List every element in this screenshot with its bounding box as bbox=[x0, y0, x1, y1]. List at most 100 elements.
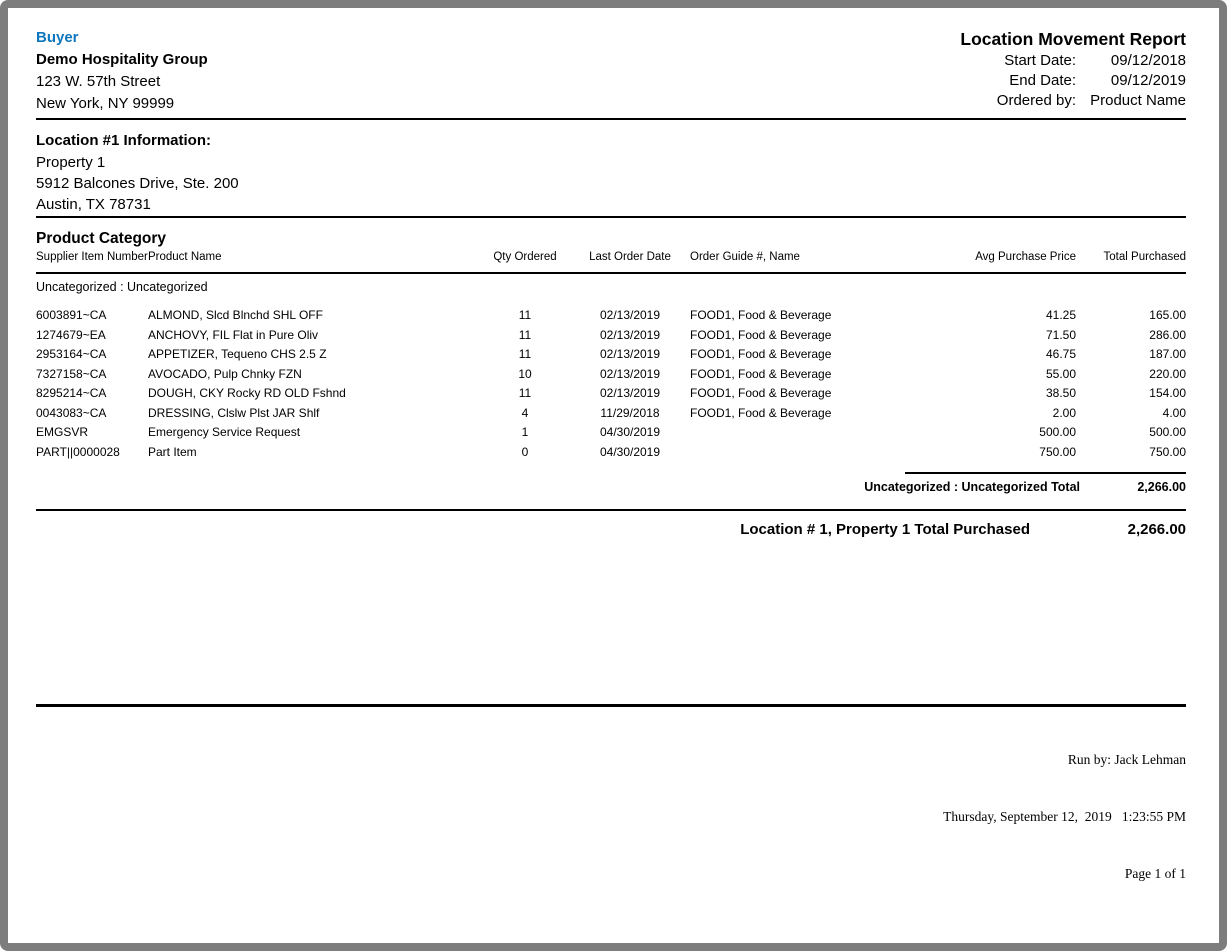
table-row: 7327158~CA AVOCADO, Pulp Chnky FZN 10 02/13… bbox=[36, 365, 1186, 385]
cell-total-purchased: 220.00 bbox=[1149, 366, 1186, 381]
meta-row-start-date: Start Date: 09/12/2018 bbox=[960, 51, 1186, 71]
column-header-product-name: Product Name bbox=[148, 251, 222, 263]
cell-order-guide: FOOD1, Food & Beverage bbox=[690, 308, 832, 322]
cell-product-name: ALMOND, Slcd Blnchd SHL OFF bbox=[148, 308, 323, 322]
cell-supplier-item-number: PART||0000028 bbox=[36, 444, 120, 459]
group-total-rule bbox=[905, 472, 1186, 474]
footer-run-by: Run by: Jack Lehman bbox=[1067, 752, 1186, 767]
table-header-row: Supplier Item Number Product Name Qty Orde… bbox=[36, 251, 1186, 264]
cell-avg-purchase-price: 750.00 bbox=[1039, 444, 1076, 459]
report-content: Buyer Demo Hospitality Group 123 W. 57th… bbox=[8, 8, 1219, 943]
start-date-value: 09/12/2018 bbox=[1110, 52, 1186, 69]
cell-total-purchased: 187.00 bbox=[1149, 347, 1186, 361]
cell-order-guide: FOOD1, Food & Beverage bbox=[690, 327, 832, 342]
cell-product-name: DRESSING, Clslw Plst JAR Shlf bbox=[148, 405, 320, 420]
cell-qty-ordered: 10 bbox=[518, 366, 532, 381]
column-header-last-order-date: Last Order Date bbox=[589, 251, 671, 263]
report-header: Buyer Demo Hospitality Group 123 W. 57th… bbox=[36, 27, 1186, 115]
cell-qty-ordered: 11 bbox=[518, 308, 532, 322]
footer-page-number: Page 1 of 1 bbox=[1124, 866, 1186, 881]
cell-supplier-item-number: 2953164~CA bbox=[36, 347, 107, 361]
location-total-row: Location # 1, Property 1 Total Purchased… bbox=[36, 521, 1186, 539]
location-divider bbox=[36, 216, 1186, 218]
column-header-total-purchased: Total Purchased bbox=[1103, 251, 1186, 263]
cell-avg-purchase-price: 41.25 bbox=[1045, 308, 1076, 322]
column-header-order-guide: Order Guide #, Name bbox=[690, 251, 800, 263]
cell-avg-purchase-price: 55.00 bbox=[1045, 366, 1076, 381]
table-row: EMGSVR Emergency Service Request 1 04/30/20… bbox=[36, 423, 1186, 443]
cell-supplier-item-number: 6003891~CA bbox=[36, 308, 107, 322]
cell-order-guide: FOOD1, Food & Beverage bbox=[690, 366, 832, 381]
cell-product-name: ANCHOVY, FIL Flat in Pure Oliv bbox=[148, 327, 319, 342]
cell-last-order-date: 02/13/2019 bbox=[599, 366, 661, 381]
start-date-label: Start Date: bbox=[1004, 52, 1076, 69]
product-category-title: Product Category bbox=[36, 230, 167, 247]
cell-avg-purchase-price: 500.00 bbox=[1039, 425, 1076, 439]
group-total-value: 2,266.00 bbox=[1137, 480, 1186, 494]
cell-product-name: APPETIZER, Tequeno CHS 2.5 Z bbox=[148, 347, 327, 361]
cell-order-guide bbox=[690, 443, 886, 463]
cell-last-order-date: 04/30/2019 bbox=[599, 425, 661, 439]
cell-avg-purchase-price: 2.00 bbox=[1052, 405, 1076, 420]
cell-avg-purchase-price: 46.75 bbox=[1045, 347, 1076, 361]
ordered-by-label: Ordered by: bbox=[996, 92, 1076, 109]
table-body: 6003891~CA ALMOND, Slcd Blnchd SHL OFF 11 0… bbox=[36, 306, 1186, 462]
end-date-value: 09/12/2019 bbox=[1110, 72, 1186, 89]
cell-total-purchased: 500.00 bbox=[1149, 425, 1186, 439]
cell-qty-ordered: 0 bbox=[521, 444, 529, 459]
location-name: Property 1 bbox=[36, 154, 106, 171]
header-divider bbox=[36, 118, 1186, 120]
cell-qty-ordered: 4 bbox=[521, 405, 529, 420]
cell-supplier-item-number: 1274679~EA bbox=[36, 327, 106, 342]
cell-last-order-date: 02/13/2019 bbox=[599, 308, 661, 322]
ordered-by-value: Product Name bbox=[1090, 92, 1186, 109]
cell-order-guide: FOOD1, Food & Beverage bbox=[690, 405, 832, 420]
cell-last-order-date: 02/13/2019 bbox=[599, 347, 661, 361]
meta-row-ordered-by: Ordered by: Product Name bbox=[960, 91, 1186, 111]
cell-qty-ordered: 11 bbox=[518, 327, 532, 342]
cell-last-order-date: 02/13/2019 bbox=[599, 327, 661, 342]
table-row: 6003891~CA ALMOND, Slcd Blnchd SHL OFF 11 0… bbox=[36, 306, 1186, 326]
group-total-row: Uncategorized : Uncategorized Total 2,26… bbox=[36, 474, 1186, 495]
location-section: Location #1 Information: Property 1 5912… bbox=[36, 130, 1186, 215]
cell-supplier-item-number: EMGSVR bbox=[36, 425, 89, 439]
cell-total-purchased: 4.00 bbox=[1162, 405, 1186, 420]
buyer-block: Buyer Demo Hospitality Group 123 W. 57th… bbox=[36, 27, 208, 115]
group-total-label: Uncategorized : Uncategorized Total bbox=[864, 480, 1080, 494]
cell-last-order-date: 02/13/2019 bbox=[599, 386, 661, 400]
cell-avg-purchase-price: 38.50 bbox=[1045, 386, 1076, 400]
table-row: 0043083~CA DRESSING, Clslw Plst JAR Shlf 4… bbox=[36, 404, 1186, 424]
cell-avg-purchase-price: 71.50 bbox=[1045, 327, 1076, 342]
cell-order-guide: FOOD1, Food & Beverage bbox=[690, 386, 832, 400]
cell-product-name: AVOCADO, Pulp Chnky FZN bbox=[148, 366, 302, 381]
group-label: Uncategorized : Uncategorized bbox=[36, 280, 208, 294]
cell-total-purchased: 165.00 bbox=[1149, 308, 1186, 322]
cell-last-order-date: 04/30/2019 bbox=[599, 444, 661, 459]
table-row: 2953164~CA APPETIZER, Tequeno CHS 2.5 Z 11… bbox=[36, 345, 1186, 365]
cell-supplier-item-number: 8295214~CA bbox=[36, 386, 107, 400]
meta-row-end-date: End Date: 09/12/2019 bbox=[960, 71, 1186, 91]
cell-qty-ordered: 11 bbox=[518, 386, 532, 400]
column-header-supplier-item-number: Supplier Item Number bbox=[36, 251, 148, 263]
location-total-label: Location # 1, Property 1 Total Purchased bbox=[740, 521, 1030, 538]
cell-order-guide: FOOD1, Food & Beverage bbox=[690, 347, 832, 361]
report-title: Location Movement Report bbox=[960, 29, 1186, 49]
cell-last-order-date: 11/29/2018 bbox=[600, 405, 660, 420]
table-row: PART||0000028 Part Item 0 04/30/2019 750.00 7… bbox=[36, 443, 1186, 463]
company-address-line-1: 123 W. 57th Street bbox=[36, 73, 161, 90]
brand-label: Buyer bbox=[36, 29, 79, 46]
column-header-qty-ordered: Qty Ordered bbox=[493, 251, 557, 263]
location-total-divider bbox=[36, 509, 1186, 511]
report-footer: Run by: Jack Lehman Thursday, September … bbox=[36, 704, 1186, 921]
table-row: 1274679~EA ANCHOVY, FIL Flat in Pure Oliv… bbox=[36, 326, 1186, 346]
table-header-rule bbox=[36, 272, 1186, 274]
table-row: 8295214~CA DOUGH, CKY Rocky RD OLD Fshnd 1… bbox=[36, 384, 1186, 404]
cell-order-guide bbox=[690, 423, 886, 443]
column-header-avg-purchase-price: Avg Purchase Price bbox=[975, 251, 1076, 263]
location-address-line-1: 5912 Balcones Drive, Ste. 200 bbox=[36, 175, 239, 192]
cell-total-purchased: 750.00 bbox=[1149, 444, 1186, 459]
company-name: Demo Hospitality Group bbox=[36, 51, 208, 68]
end-date-label: End Date: bbox=[1009, 72, 1076, 89]
cell-product-name: DOUGH, CKY Rocky RD OLD Fshnd bbox=[148, 386, 346, 400]
